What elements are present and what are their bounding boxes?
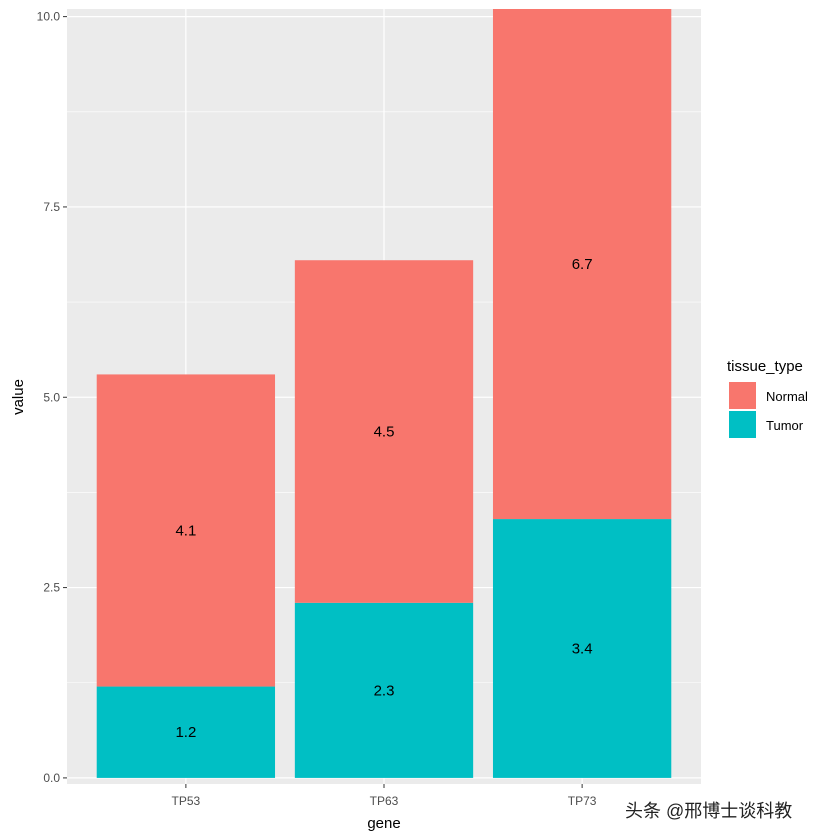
bar-label-normal-tp63: 4.5 xyxy=(374,424,395,441)
bar-tumor-tp53 xyxy=(96,686,276,778)
bar-label-tumor-tp63: 2.3 xyxy=(374,682,395,699)
y-tick-label: 10.0 xyxy=(37,10,61,24)
x-axis: TP53 TP63 TP73 xyxy=(172,784,597,808)
y-axis: 0.0 2.5 5.0 7.5 10.0 xyxy=(37,10,67,785)
bar-label-tumor-tp73: 3.4 xyxy=(572,640,593,657)
x-axis-title: gene xyxy=(367,815,400,832)
bar-normal-tp73 xyxy=(492,9,672,520)
legend-items: Normal Tumor xyxy=(729,382,808,438)
y-axis-title: value xyxy=(10,379,27,415)
x-tick-label: TP63 xyxy=(370,794,399,808)
x-tick-label: TP53 xyxy=(172,794,201,808)
x-tick-label: TP73 xyxy=(568,794,597,808)
legend: tissue_type Normal Tumor xyxy=(727,358,808,438)
watermark-text: 头条 @邢博士谈科教 xyxy=(625,801,792,821)
bar-label-normal-tp53: 4.1 xyxy=(175,522,196,539)
bar-tumor-tp73 xyxy=(492,519,672,778)
legend-key-tumor xyxy=(729,411,756,438)
legend-key-normal xyxy=(729,382,756,409)
bar-labels: 1.2 4.1 2.3 4.5 3.4 6.7 xyxy=(175,256,592,741)
y-tick-label: 5.0 xyxy=(43,390,60,404)
bar-normal-tp53 xyxy=(96,374,276,687)
legend-title: tissue_type xyxy=(727,358,803,375)
legend-label-tumor: Tumor xyxy=(766,418,804,433)
bar-normal-tp63 xyxy=(294,260,474,603)
y-tick-label: 0.0 xyxy=(43,771,60,785)
bar-label-normal-tp73: 6.7 xyxy=(572,256,593,273)
y-tick-label: 2.5 xyxy=(43,581,60,595)
bar-label-tumor-tp53: 1.2 xyxy=(175,724,196,741)
bar-tumor-tp63 xyxy=(294,602,474,778)
y-tick-label: 7.5 xyxy=(43,200,60,214)
bars xyxy=(96,9,672,778)
legend-label-normal: Normal xyxy=(766,389,808,404)
